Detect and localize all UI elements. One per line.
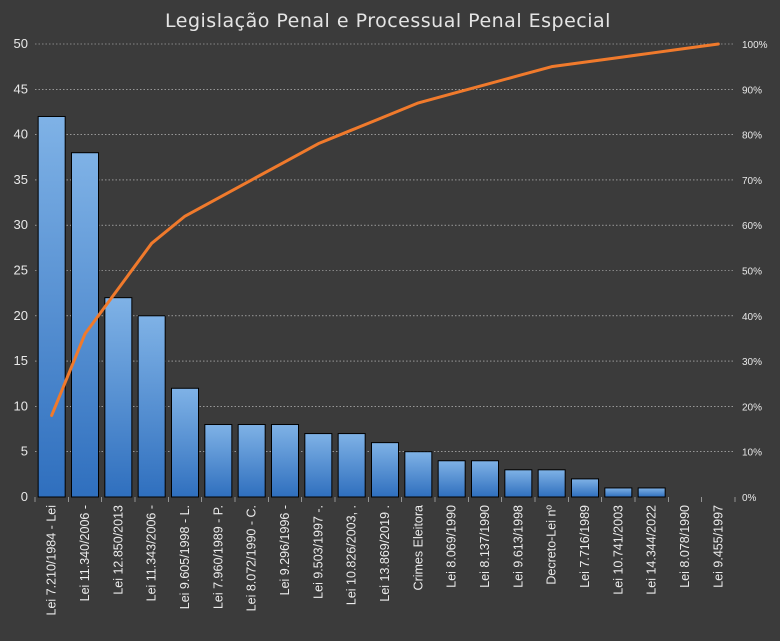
x-tick-label: Lei 11.343/2006 - xyxy=(145,505,159,601)
left-tick-label: 40 xyxy=(14,127,28,142)
x-tick-label: Lei 7.716/1989 xyxy=(578,505,592,588)
right-tick-label: 90% xyxy=(742,85,762,96)
bar-series xyxy=(37,115,666,498)
left-tick-label: 25 xyxy=(14,263,28,278)
x-tick-label: Lei 10.741/2003 xyxy=(611,505,625,595)
left-tick-label: 30 xyxy=(14,217,28,232)
right-tick-label: 0% xyxy=(742,493,757,504)
bar xyxy=(537,469,566,498)
chart-title: Legislação Penal e Processual Penal Espe… xyxy=(165,10,611,32)
left-tick-label: 20 xyxy=(14,308,28,323)
bar xyxy=(404,451,433,498)
bar xyxy=(637,487,666,498)
right-tick-label: 60% xyxy=(742,221,762,232)
left-tick-label: 35 xyxy=(14,172,28,187)
left-tick-label: 5 xyxy=(21,444,28,459)
bar xyxy=(504,469,533,498)
bar xyxy=(37,115,66,498)
x-tick-label: Lei 13.869/2019 . xyxy=(378,505,392,602)
right-tick-label: 70% xyxy=(742,176,762,187)
bar xyxy=(371,442,399,498)
left-tick-label: 50 xyxy=(14,36,28,51)
x-tick-label: Lei 8.078/1990 xyxy=(678,505,692,588)
left-tick-label: 10 xyxy=(14,398,28,413)
x-tick-label: Lei 12.850/2013 xyxy=(111,505,125,595)
right-tick-label: 50% xyxy=(742,267,762,278)
bar xyxy=(271,424,299,498)
x-tick-label: Lei 9.605/1998 - L. xyxy=(178,505,192,609)
x-tick-label: Decreto-Lei nº xyxy=(545,505,559,585)
bar xyxy=(337,433,366,498)
x-tick-label: Lei 8.069/1990 xyxy=(445,505,459,588)
right-tick-label: 100% xyxy=(742,40,768,51)
x-tick-label: Lei 8.072/1990 - C. xyxy=(245,505,259,611)
bar xyxy=(471,460,499,498)
bar xyxy=(104,297,133,498)
right-tick-label: 30% xyxy=(742,357,762,368)
x-tick-label: Lei 9.613/1998 xyxy=(511,505,525,588)
bar xyxy=(71,152,99,498)
x-tick-label: Lei 9.296/1996 - xyxy=(278,505,292,595)
bar xyxy=(604,487,633,498)
x-tick-label: Lei 11.340/2006 - xyxy=(78,505,92,601)
right-tick-label: 20% xyxy=(742,402,762,413)
left-tick-label: 15 xyxy=(14,353,28,368)
right-tick-label: 10% xyxy=(742,448,762,459)
x-tick-label: Lei 9.503/1997 -. xyxy=(311,505,325,599)
bar xyxy=(137,315,166,498)
bar xyxy=(437,460,466,498)
cumulative-percent-line xyxy=(50,42,720,417)
x-tick-label: Lei 7.960/1989 - P. xyxy=(211,505,225,609)
x-tick-label: Lei 9.455/1997 xyxy=(711,505,725,588)
bar xyxy=(171,387,199,498)
left-tick-label: 0 xyxy=(21,489,28,504)
x-tick-label: Crimes Eleitora xyxy=(411,505,425,590)
x-tick-label: Lei 10.826/2003, . xyxy=(345,505,359,605)
right-axis-ticks: 0% 10% 20% 30% 40% 50% 60% 70% 80% 90% 100% xyxy=(742,40,768,504)
x-tick-label: Lei 14.344/2022 xyxy=(645,505,659,595)
bar xyxy=(237,424,266,498)
bar xyxy=(204,424,233,498)
left-tick-label: 45 xyxy=(14,81,28,96)
x-axis-ticks: Lei 7.210/1984 - Lei Lei 11.340/2006 - Lei… xyxy=(45,505,726,616)
right-tick-label: 80% xyxy=(742,131,762,142)
x-tick-label: Lei 8.137/1990 xyxy=(478,505,492,588)
bar xyxy=(304,433,333,498)
bar xyxy=(571,478,599,498)
right-tick-label: 40% xyxy=(742,312,762,323)
left-axis-ticks: 0 5 10 15 20 25 30 35 40 45 50 xyxy=(14,36,28,504)
x-tick-label: Lei 7.210/1984 - Lei xyxy=(45,505,59,616)
